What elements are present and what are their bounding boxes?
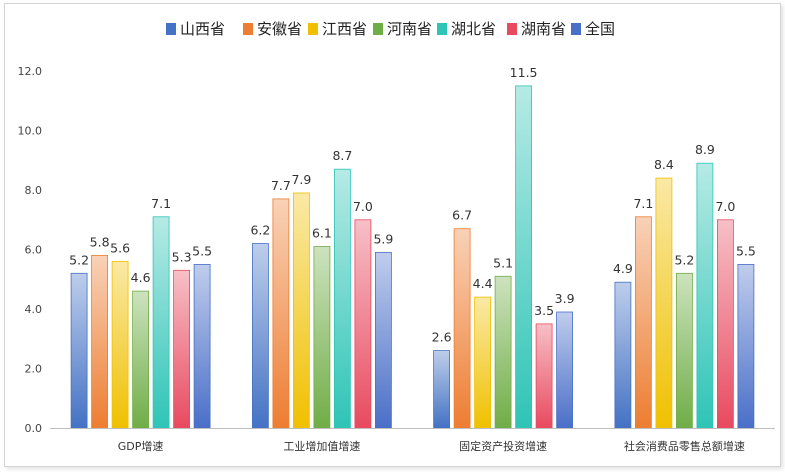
bar-series-7-cat-2 [374,252,392,429]
data-label: 7.0 [353,199,373,214]
legend-label-4: 河南省 [387,20,432,38]
bar-series-5-cat-4 [696,162,714,429]
legend-swatch-4 [373,23,383,35]
data-label: 2.6 [432,330,452,345]
bar-series-7-cat-1 [193,263,211,429]
legend-swatch-3 [308,23,318,35]
y-tick-label: 4.0 [25,303,43,316]
bar-series-4-cat-1 [132,290,149,429]
data-label: 7.1 [151,196,171,211]
data-label: 5.8 [90,234,110,249]
x-category-label: 固定资产投资增速 [459,439,547,453]
data-label: 3.5 [534,303,554,318]
data-label: 5.5 [192,243,212,258]
bar-series-2-cat-2 [272,198,290,429]
legend-label-7: 全国 [585,20,615,38]
x-category-label: 社会消费品零售总额增速 [624,439,745,453]
legend-swatch-6 [507,23,517,35]
data-label: 7.1 [633,196,653,211]
data-label: 8.7 [332,148,352,163]
data-label: 4.9 [613,261,633,276]
x-category-label: GDP增速 [118,439,164,453]
legend-swatch-2 [243,23,253,35]
data-label: 4.4 [473,276,493,291]
data-label: 5.3 [172,249,192,264]
legend: 山西省 安徽省 江西省 河南省 湖北省 湖南省 全国 [166,20,615,38]
y-tick-label: 6.0 [25,244,43,257]
data-label: 5.9 [373,232,393,247]
y-tick-label: 8.0 [25,184,43,197]
bar-series-1-cat-2 [251,243,269,429]
data-label: 6.2 [250,223,270,238]
data-label: 7.9 [291,172,311,187]
bar-chart: 山西省 安徽省 江西省 河南省 湖北省 湖南省 全国 0.0 2.0 4.0 6.0 8.0 10.0… [18,20,775,453]
bar-series-5-cat-2 [333,168,351,429]
bar-series-6-cat-4 [717,219,734,429]
bar-series-5-cat-1 [152,216,170,429]
bar-series-4-cat-2 [313,246,331,429]
bar-series-2-cat-4 [635,216,652,429]
bar-series-3-cat-4 [655,177,673,429]
y-tick-label: 10.0 [18,125,43,138]
legend-label-1: 山西省 [180,20,225,38]
legend-swatch-1 [166,23,176,35]
data-label: 5.6 [110,240,130,255]
bar-series-2-cat-1 [91,254,108,429]
data-label: 7.7 [271,178,291,193]
bar-series-6-cat-3 [535,323,553,429]
x-category-label: 工业增加值增速 [283,439,360,453]
data-label: 11.5 [510,65,538,80]
bar-series-3-cat-2 [292,192,310,429]
y-tick-label: 2.0 [25,363,43,376]
data-label: 8.9 [695,142,715,157]
bar-series-1-cat-4 [614,281,632,429]
data-label: 7.0 [715,199,735,214]
y-tick-label: 12.0 [18,65,43,78]
bar-series-7-cat-4 [737,263,755,429]
bar-series-4-cat-4 [676,272,693,429]
legend-label-2: 安徽省 [257,20,302,38]
data-label: 6.1 [312,226,332,241]
data-label: 5.1 [493,255,513,270]
legend-swatch-7 [571,23,581,35]
bar-series-4-cat-3 [494,275,512,429]
y-tick-label: 0.0 [25,422,43,435]
x-axis: GDP增速 工业增加值增速 固定资产投资增速 社会消费品零售总额增速 [50,428,775,453]
legend-label-5: 湖北省 [451,20,496,38]
data-label: 6.7 [452,208,472,223]
bar-series-3-cat-3 [474,296,492,429]
legend-label-3: 江西省 [322,20,367,38]
data-label: 3.9 [555,291,575,306]
bar-series-1-cat-1 [70,272,88,429]
data-label: 5.2 [69,252,89,267]
bar-series-6-cat-1 [173,269,191,429]
bar-series-2-cat-3 [453,228,471,429]
bars: 5.25.8 5.64.67.15.3 5.56.27.7 7.96.18.77.05… [69,65,756,429]
y-axis: 0.0 2.0 4.0 6.0 8.0 10.0 12.0 [18,65,43,435]
data-label: 4.6 [131,270,151,285]
data-label: 8.4 [654,157,674,172]
bar-series-5-cat-3 [515,85,533,429]
legend-label-6: 湖南省 [521,20,566,38]
bar-series-7-cat-3 [556,311,573,429]
data-label: 5.2 [674,252,694,267]
bar-series-3-cat-1 [111,260,129,429]
data-label: 5.5 [736,243,756,258]
chart-frame: 山西省 安徽省 江西省 河南省 湖北省 湖南省 全国 0.0 2.0 4.0 6.0 8.0 10.0… [4,3,781,467]
legend-swatch-5 [437,23,447,35]
bar-series-1-cat-3 [433,350,451,429]
bar-series-6-cat-2 [354,219,372,429]
